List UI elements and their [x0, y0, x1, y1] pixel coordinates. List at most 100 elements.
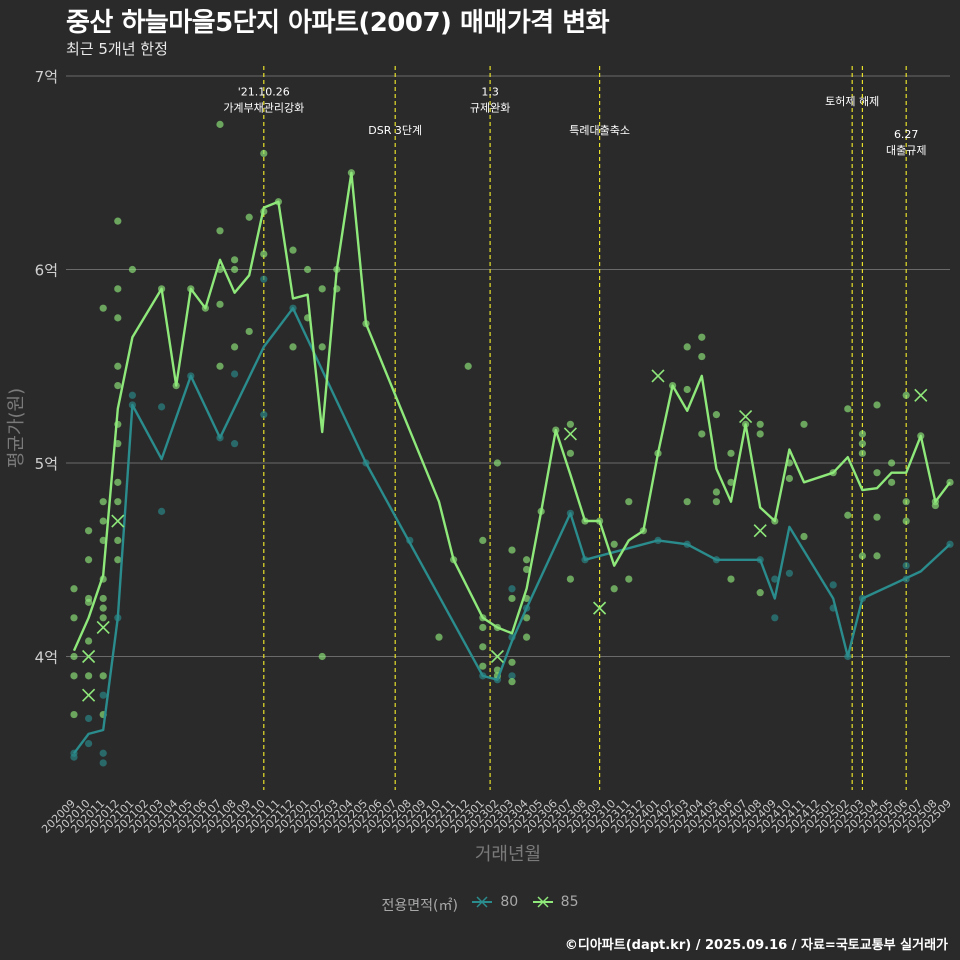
legend-item-85: 85 — [531, 894, 579, 910]
data-point-85 — [523, 633, 531, 641]
data-point-85 — [610, 585, 618, 593]
data-point-85 — [114, 217, 122, 225]
data-point-85 — [216, 300, 224, 308]
data-point-85 — [756, 420, 764, 428]
data-point-85 — [85, 556, 93, 564]
data-point-85 — [727, 575, 735, 583]
data-point-85 — [304, 265, 312, 274]
data-point-85 — [566, 575, 575, 583]
data-point-85 — [625, 498, 633, 506]
data-point-85 — [683, 385, 691, 394]
x-marker-85 — [96, 620, 110, 635]
data-point-80 — [70, 753, 78, 761]
data-point-85 — [114, 536, 122, 545]
data-point-80 — [785, 569, 794, 577]
data-point-85 — [114, 285, 122, 293]
data-point-85 — [698, 352, 706, 361]
data-point-85 — [114, 382, 122, 390]
data-point-85 — [566, 420, 575, 428]
data-point-85 — [85, 594, 93, 603]
data-point-85 — [99, 517, 107, 525]
event-label: 6.27 — [894, 128, 919, 141]
data-point-85 — [712, 498, 721, 506]
y-tick-label: 7억 — [35, 68, 58, 86]
data-point-85 — [712, 488, 721, 496]
data-point-85 — [245, 213, 253, 221]
data-point-85 — [99, 304, 107, 312]
data-point-85 — [216, 227, 224, 235]
series-line-85 — [72, 171, 951, 652]
data-point-85 — [318, 652, 326, 661]
data-point-85 — [508, 678, 516, 686]
data-point-85 — [844, 405, 852, 413]
data-point-85 — [99, 614, 107, 622]
event-label: 대출규제 — [886, 144, 926, 157]
data-point-80 — [128, 391, 136, 399]
data-point-85 — [902, 517, 910, 525]
x-marker-85 — [739, 409, 753, 424]
data-point-85 — [566, 449, 575, 457]
data-point-85 — [231, 265, 239, 274]
data-point-85 — [260, 250, 268, 258]
data-point-85 — [479, 536, 487, 545]
data-point-80 — [260, 275, 268, 283]
data-point-85 — [858, 552, 867, 560]
data-point-85 — [873, 552, 881, 560]
data-point-85 — [873, 469, 881, 477]
y-tick-label: 5억 — [35, 455, 58, 473]
event-label: 1.3 — [481, 85, 499, 98]
data-point-85 — [70, 710, 78, 719]
data-point-85 — [231, 343, 239, 351]
chart-subtitle: 최근 5개년 한정 — [66, 40, 168, 58]
data-point-85 — [479, 643, 487, 651]
data-point-80 — [99, 749, 107, 757]
data-point-85 — [523, 556, 531, 564]
source-credit: ©디아파트(dapt.kr) / 2025.09.16 / 자료=국토교통부 실… — [564, 938, 948, 953]
data-point-85 — [99, 498, 107, 506]
data-point-85 — [902, 391, 910, 399]
data-point-85 — [493, 459, 501, 467]
data-point-85 — [508, 546, 516, 554]
data-point-80 — [158, 403, 166, 411]
data-point-85 — [756, 589, 764, 597]
data-point-80 — [902, 561, 910, 570]
series-line-80 — [73, 307, 951, 755]
legend-label-85: 85 — [560, 894, 579, 910]
data-point-85 — [858, 449, 867, 457]
x-marker-85 — [914, 388, 928, 402]
event-label: '21.10.26 — [238, 85, 290, 98]
data-point-85 — [85, 672, 93, 680]
data-point-85 — [479, 623, 487, 632]
y-tick-label: 6억 — [35, 262, 58, 280]
data-point-85 — [683, 498, 691, 506]
event-label: 토허제 해제 — [825, 94, 879, 108]
data-point-85 — [800, 420, 808, 428]
data-point-85 — [873, 401, 881, 409]
data-point-85 — [128, 265, 136, 274]
data-point-85 — [260, 149, 268, 157]
data-point-80 — [231, 440, 239, 448]
data-point-85 — [114, 498, 122, 506]
data-point-85 — [508, 594, 516, 603]
data-point-85 — [479, 662, 487, 670]
data-point-85 — [625, 575, 633, 583]
data-point-85 — [85, 527, 93, 535]
x-marker-85 — [563, 427, 577, 441]
x-marker-85 — [651, 369, 665, 383]
x-marker-85 — [753, 524, 767, 538]
data-point-85 — [727, 478, 735, 486]
event-label: 특례대출축소 — [569, 124, 630, 137]
data-point-80 — [99, 691, 107, 699]
data-point-85 — [902, 498, 910, 506]
data-point-85 — [508, 658, 516, 666]
data-point-85 — [245, 327, 253, 336]
data-point-80 — [508, 585, 516, 593]
data-point-85 — [318, 285, 326, 293]
data-point-80 — [231, 370, 239, 378]
data-point-85 — [712, 411, 721, 419]
x-marker-85 — [111, 514, 125, 528]
data-point-85 — [844, 511, 852, 519]
data-point-85 — [114, 556, 122, 564]
data-point-85 — [785, 474, 794, 483]
